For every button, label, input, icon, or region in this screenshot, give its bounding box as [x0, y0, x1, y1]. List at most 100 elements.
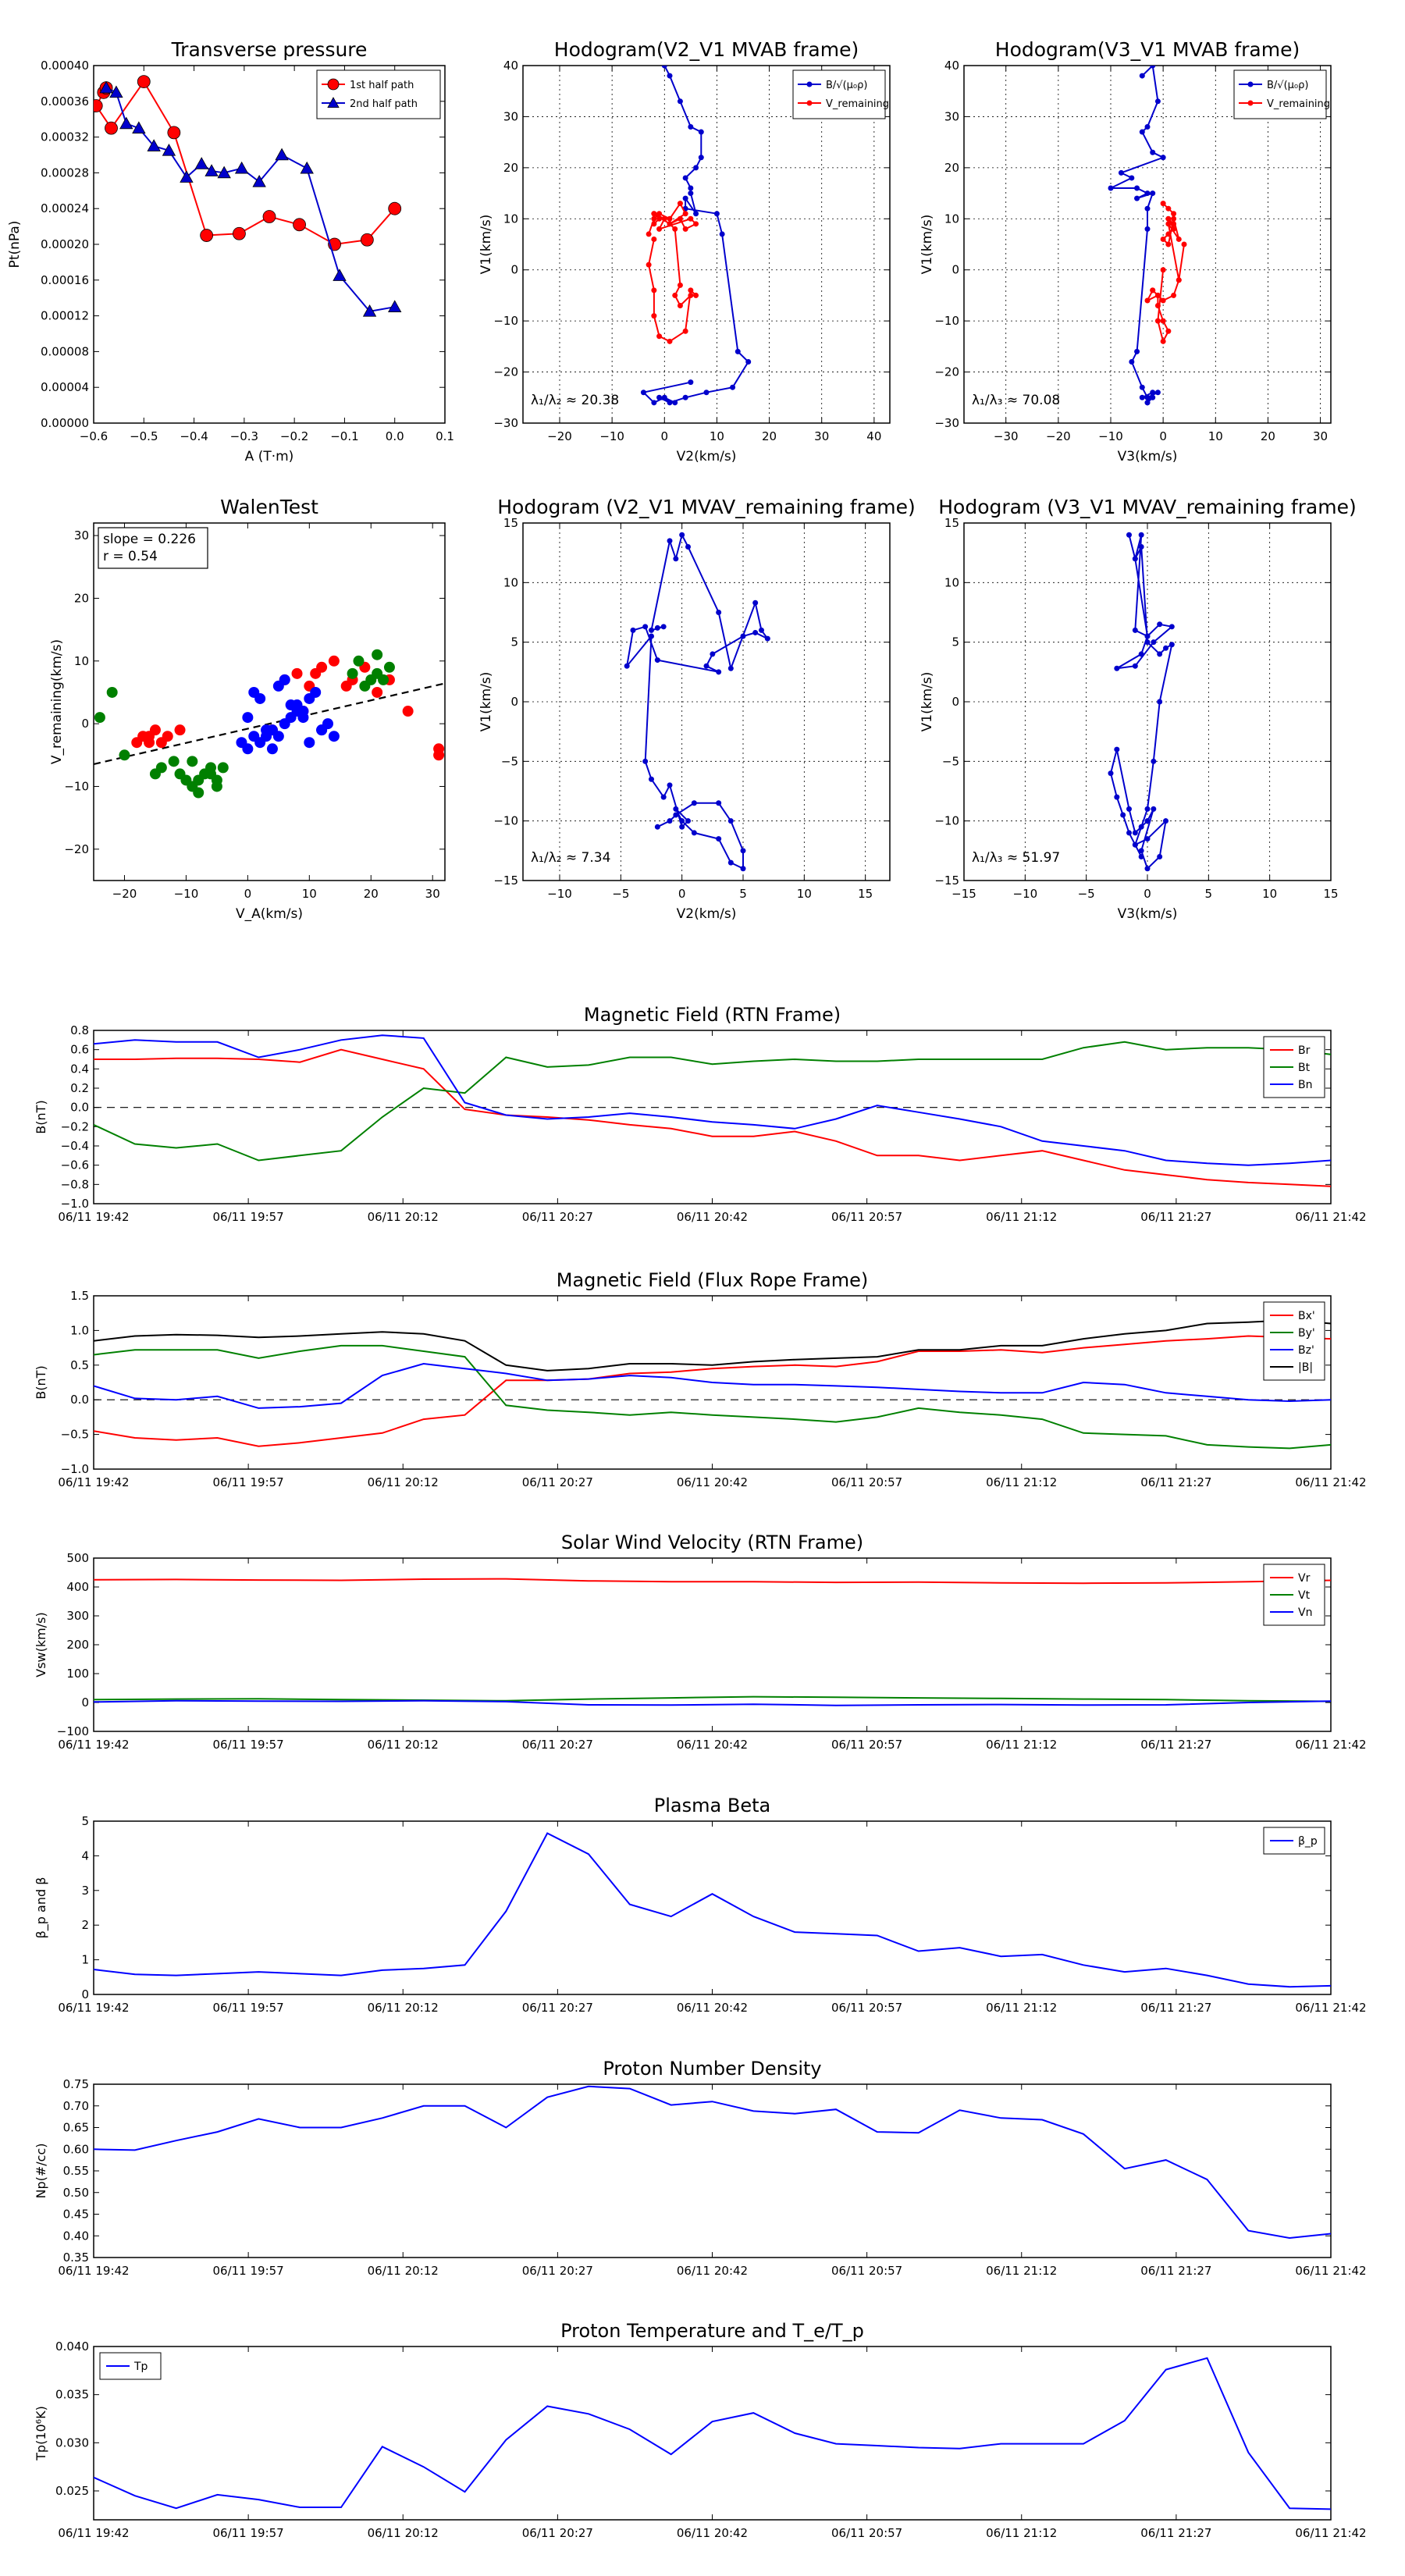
y-tick-label: −30	[934, 416, 959, 430]
data-point	[716, 669, 722, 675]
series-line-Vt	[94, 1695, 1331, 1703]
data-point	[752, 600, 759, 606]
scatter-point	[155, 762, 167, 774]
legend-label: 2nd half path	[350, 98, 418, 110]
data-point	[679, 818, 685, 824]
data-point	[1129, 358, 1135, 365]
data-point	[1114, 794, 1120, 800]
x-tick-label: 06/11 20:42	[677, 2001, 748, 2015]
y-tick-label: 1.5	[70, 1289, 89, 1303]
data-point	[677, 215, 683, 222]
series-line-Bn	[94, 1034, 1331, 1166]
legend-label: Bz'	[1298, 1344, 1314, 1357]
data-point	[333, 269, 347, 281]
data-point	[1154, 318, 1161, 324]
legend-label: Br	[1298, 1044, 1311, 1057]
x-tick-label: 10	[710, 429, 724, 443]
data-point	[1171, 226, 1177, 232]
x-tick-label: −10	[599, 429, 624, 443]
x-tick-label: −0.4	[180, 429, 208, 443]
data-point	[752, 629, 759, 635]
x-tick-label: 10	[302, 887, 317, 901]
data-point	[1157, 699, 1163, 705]
chart-tpt: 06/11 19:42 06/11 19:57 06/11 20:12 06/11 2…	[34, 2320, 1367, 2540]
data-point	[180, 170, 194, 183]
data-point	[740, 848, 746, 854]
y-tick-label: 10	[74, 654, 89, 668]
y-tick-label: 100	[66, 1667, 89, 1681]
scatter-point	[378, 674, 389, 685]
legend-marker	[806, 81, 813, 87]
y-tick-label: 0.00028	[41, 165, 89, 180]
data-point	[710, 651, 716, 657]
data-point	[651, 287, 657, 294]
x-tick-label: 06/11 21:42	[1295, 2001, 1366, 2015]
legend-label: Bx'	[1298, 1310, 1315, 1322]
y-tick-label: 20	[503, 161, 518, 175]
data-point	[745, 358, 752, 365]
x-tick-label: −15	[951, 887, 976, 901]
x-tick-label: −5	[612, 887, 629, 901]
plot-frame	[93, 1820, 1332, 1995]
x-axis-label: V2(km/s)	[677, 449, 737, 464]
plot-area	[1108, 66, 1187, 406]
series-line-Vr	[94, 1578, 1331, 1585]
data-point	[740, 633, 746, 639]
data-point	[677, 282, 683, 288]
x-tick-label: 06/11 19:57	[213, 1475, 284, 1489]
x-tick-label: 10	[797, 887, 812, 901]
legend-box	[1263, 1301, 1325, 1381]
x-tick-label: −20	[1046, 429, 1071, 443]
x-tick-label: 06/11 21:42	[1295, 1210, 1366, 1224]
data-point	[1176, 277, 1182, 283]
x-tick-label: 06/11 21:42	[1295, 2264, 1366, 2278]
data-point	[1144, 297, 1151, 304]
y-tick-label: 40	[503, 59, 518, 73]
legend-label: V_remaining	[1267, 98, 1330, 110]
y-axis-label: V1(km/s)	[919, 672, 935, 732]
data-point	[1138, 544, 1144, 550]
y-tick-label: 0.50	[63, 2186, 89, 2200]
scatter-point	[383, 661, 395, 673]
data-point	[1157, 621, 1163, 628]
data-point	[137, 75, 151, 89]
x-tick-label: −0.1	[330, 429, 358, 443]
scatter-point	[266, 743, 278, 755]
data-point	[1165, 241, 1172, 247]
plot-frame	[522, 65, 891, 424]
data-point	[1126, 830, 1132, 836]
data-point	[688, 185, 694, 191]
data-point	[1144, 806, 1151, 812]
scatter-point	[144, 731, 155, 742]
series-line	[105, 87, 395, 312]
data-point	[362, 304, 377, 317]
x-tick-label: 06/11 20:42	[677, 1475, 748, 1489]
data-point	[630, 627, 636, 633]
x-tick-label: 06/11 21:42	[1295, 2526, 1366, 2540]
scatter-point	[297, 712, 309, 724]
x-tick-label: 06/11 20:27	[522, 2001, 593, 2015]
x-tick-label: 06/11 20:12	[368, 1738, 439, 1752]
y-tick-label: 1	[81, 1953, 89, 1967]
y-tick-label: 500	[66, 1551, 89, 1565]
plot-area	[1108, 532, 1175, 872]
x-tick-label: 06/11 20:57	[831, 1475, 902, 1489]
scatter-point	[162, 731, 173, 742]
scatter-point	[94, 712, 105, 724]
scatter-point	[310, 686, 322, 698]
x-tick-label: 06/11 19:42	[58, 2264, 129, 2278]
x-tick-label: 10	[1208, 429, 1223, 443]
data-point	[1139, 129, 1145, 135]
data-point	[649, 633, 654, 639]
data-point	[667, 782, 673, 788]
data-point	[275, 148, 289, 161]
data-point	[1144, 866, 1151, 872]
data-point	[1144, 190, 1151, 197]
y-tick-label: 0.00016	[41, 273, 89, 287]
plot-area	[94, 1578, 1331, 1706]
x-tick-label: 06/11 20:12	[368, 1475, 439, 1489]
y-tick-label: 0.00000	[41, 416, 89, 430]
data-point	[703, 663, 710, 669]
y-tick-label: −30	[493, 416, 518, 430]
